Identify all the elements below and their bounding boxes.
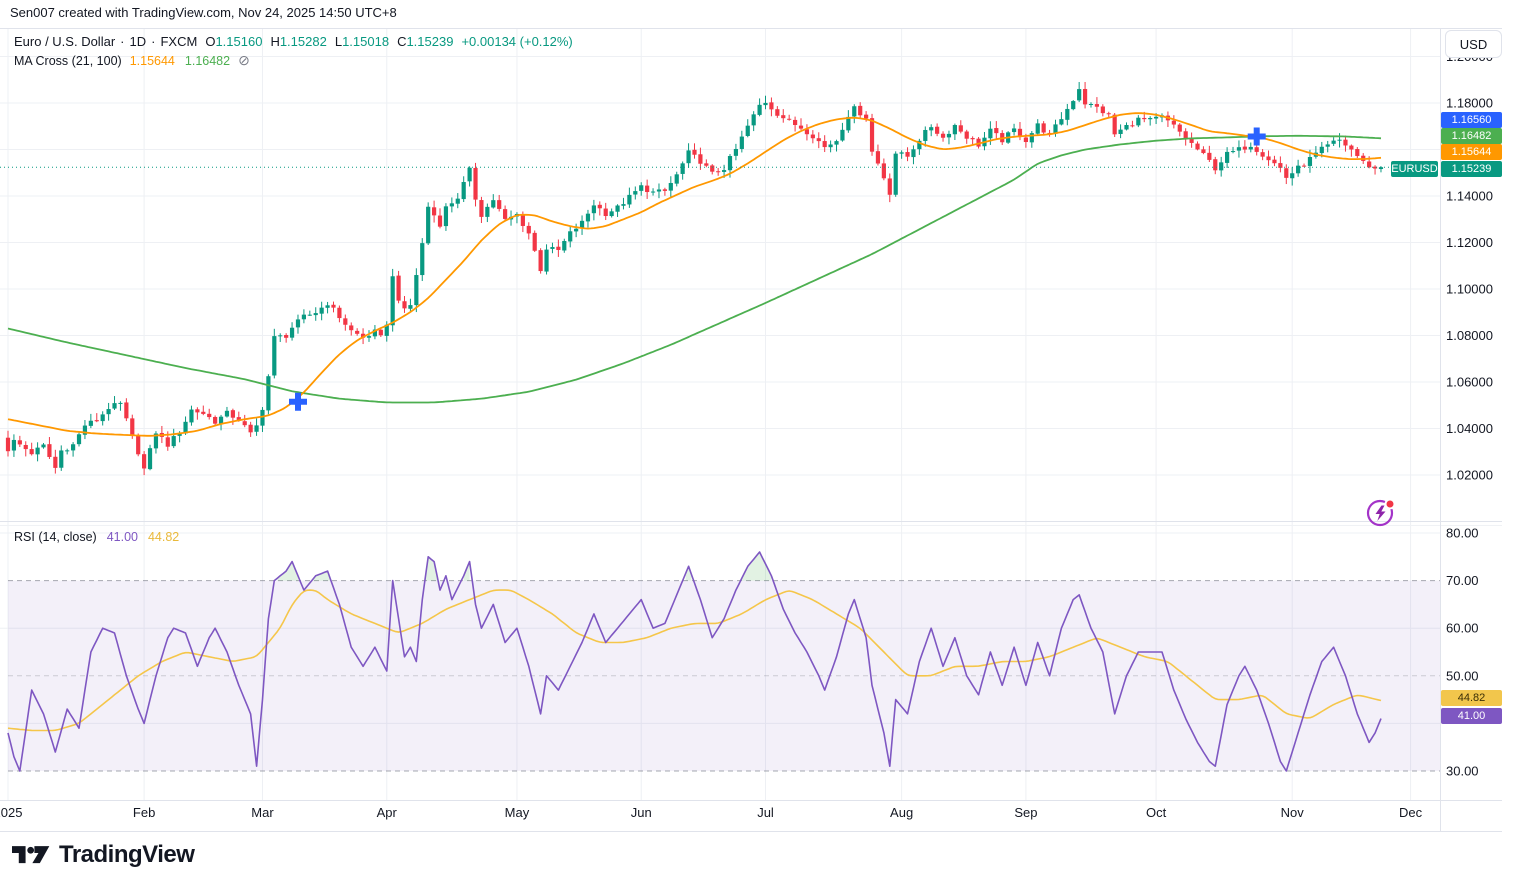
rsi-tick-label: 30.00 [1446, 764, 1479, 779]
price-scale[interactable]: 1.200001.180001.140001.120001.100001.080… [1446, 49, 1493, 779]
ma21-price-label: 1.15644 [1441, 144, 1502, 160]
symbol-price-label: EURUSD [1391, 161, 1438, 177]
flash-button[interactable] [1364, 495, 1398, 529]
time-tick-label: Apr [377, 805, 398, 820]
rsi-pane[interactable] [7, 551, 1440, 772]
ma100-value: 1.16482 [184, 54, 231, 68]
time-tick-label: Jul [757, 805, 774, 820]
time-tick-label: May [505, 805, 530, 820]
rsi-ma-value: 44.82 [147, 530, 180, 544]
close-value: 1.15239 [406, 34, 454, 49]
rsi-tick-label: 70.00 [1446, 573, 1479, 588]
rsi-ma-line [7, 589, 1382, 732]
attribution-text: Sen007 created with TradingView.com, Nov… [10, 5, 397, 20]
symbol-title[interactable]: Euro / U.S. Dollar [14, 34, 116, 49]
ma-cross-legend: MA Cross (21, 100) 1.15644 1.16482 ⊘ [14, 52, 250, 69]
rsi-tick-label: 50.00 [1446, 668, 1479, 683]
ma-cross-marker [1247, 127, 1266, 146]
ma-cross-params: (21, 100) [71, 54, 122, 68]
low-value: 1.15018 [342, 34, 390, 49]
currency-button[interactable]: USD [1445, 30, 1502, 58]
price-tick-label: 1.10000 [1446, 282, 1493, 297]
time-tick-label: Jun [631, 805, 652, 820]
ma21-line [7, 112, 1382, 437]
time-tick-label: Aug [890, 805, 913, 820]
time-tick-label: Nov [1281, 805, 1305, 820]
rsi-value-label: 41.00 [1441, 708, 1502, 724]
interval-label[interactable]: 1D [129, 34, 147, 49]
ma-cross-price-label: 1.16560 [1441, 112, 1502, 128]
time-tick-label: Sep [1014, 805, 1037, 820]
price-tick-label: 1.02000 [1446, 468, 1493, 483]
flash-icon [1366, 498, 1396, 527]
ma100-line [7, 134, 1382, 404]
time-tick-label: Oct [1146, 805, 1167, 820]
time-scale[interactable]: 2025 Feb Mar Apr May Jun Jul Aug Sep Oct Nov Dec [0, 805, 1423, 820]
rsi-ma-value-label: 44.82 [1441, 690, 1502, 706]
exchange-label[interactable]: FXCM [160, 34, 198, 49]
low-label: L [334, 34, 343, 49]
rsi-params: (14, close) [38, 530, 97, 544]
tradingview-logo[interactable]: TradingView [12, 841, 195, 869]
tradingview-logo-icon [12, 846, 50, 864]
rsi-value: 41.00 [106, 530, 138, 544]
time-tick-label: Dec [1399, 805, 1423, 820]
price-tick-label: 1.08000 [1446, 328, 1493, 343]
change-value: +0.00134 (+0.12%) [461, 34, 573, 49]
time-tick-label: Feb [133, 805, 155, 820]
rsi-legend: RSI (14, close) 41.00 44.82 [14, 530, 179, 544]
tradingview-logo-text: TradingView [59, 841, 195, 868]
symbol-legend: Euro / U.S. Dollar · 1D · FXCM O1.15160 H1.152… [14, 34, 573, 49]
price-tick-label: 1.04000 [1446, 421, 1493, 436]
ma-cross-title[interactable]: MA Cross [14, 54, 69, 68]
price-pane[interactable] [5, 81, 1384, 476]
rsi-title[interactable]: RSI [14, 530, 35, 544]
separator-dot: · [151, 34, 156, 49]
high-value: 1.15282 [279, 34, 327, 49]
time-tick-label: 2025 [0, 805, 22, 820]
last-price-label: 1.15239 [1441, 161, 1502, 177]
grid-lines [0, 28, 1440, 800]
ma21-value: 1.15644 [129, 54, 175, 68]
separator-dot: · [120, 34, 125, 49]
open-label: O [205, 34, 216, 49]
rsi-tick-label: 60.00 [1446, 621, 1479, 636]
ma100-price-label: 1.16482 [1441, 128, 1502, 144]
rsi-tick-label: 80.00 [1446, 526, 1479, 541]
price-tick-label: 1.14000 [1446, 189, 1493, 204]
price-tick-label: 1.06000 [1446, 375, 1493, 390]
indicator-disabled-icon[interactable]: ⊘ [238, 52, 250, 68]
price-tick-label: 1.18000 [1446, 96, 1493, 111]
high-label: H [270, 34, 280, 49]
time-tick-label: Mar [251, 805, 274, 820]
open-value: 1.15160 [215, 34, 263, 49]
ma-cross-marker [289, 392, 307, 411]
rsi-line [7, 551, 1382, 772]
price-tick-label: 1.12000 [1446, 235, 1493, 250]
close-label: C [397, 34, 407, 49]
